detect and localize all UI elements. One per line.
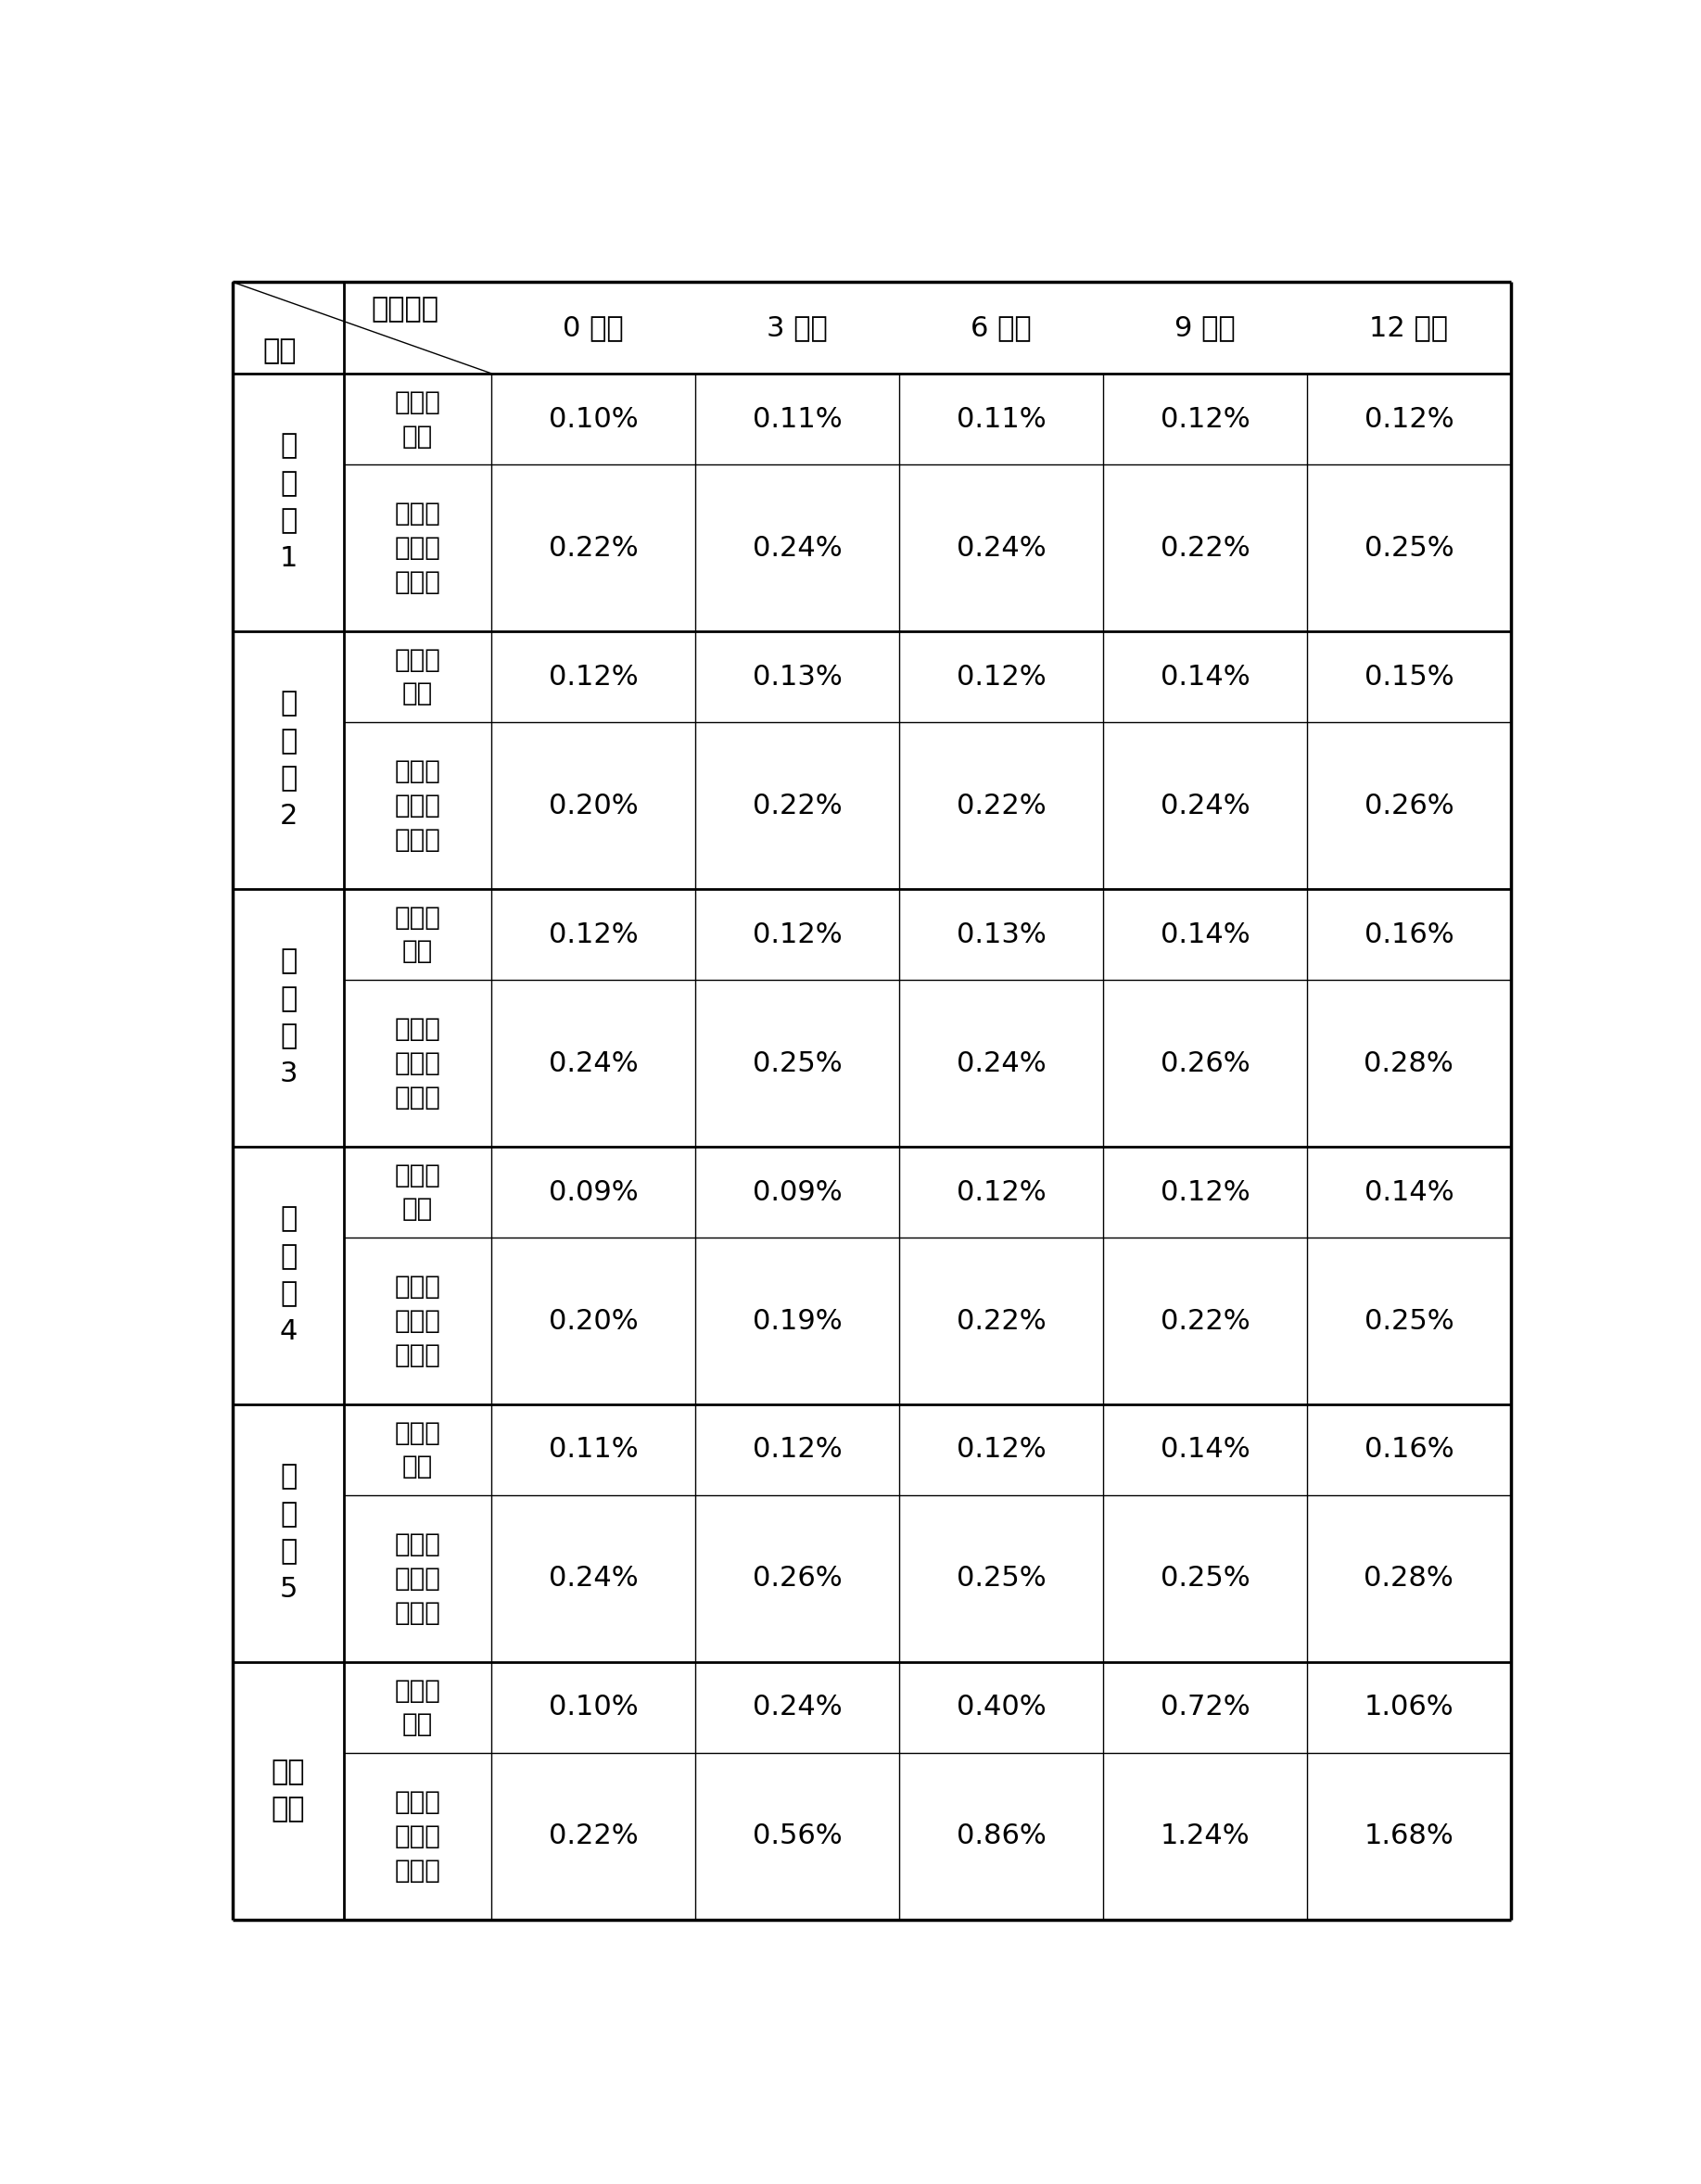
Text: 0.26%: 0.26% [752,1566,842,1592]
Text: 3 个月: 3 个月 [767,314,828,341]
Text: 氯吡格
雷左旋
异构体: 氯吡格 雷左旋 异构体 [395,1016,441,1109]
Text: 0.16%: 0.16% [1364,1437,1454,1463]
Text: 0.12%: 0.12% [1160,1179,1250,1206]
Text: 氯吡格
雷左旋
异构体: 氯吡格 雷左旋 异构体 [395,500,441,594]
Text: 0.10%: 0.10% [548,1695,638,1721]
Text: 6 个月: 6 个月 [971,314,1031,341]
Text: 氯吡格
雷酸: 氯吡格 雷酸 [395,1162,441,1223]
Text: 氯吡格
雷左旋
异构体: 氯吡格 雷左旋 异构体 [395,758,441,852]
Text: 0.26%: 0.26% [1160,1051,1250,1077]
Text: 1.68%: 1.68% [1364,1824,1454,1850]
Text: 实
施
例
4: 实 施 例 4 [279,1206,298,1345]
Text: 氯吡格
雷酸: 氯吡格 雷酸 [395,646,441,708]
Text: 0.19%: 0.19% [752,1308,842,1334]
Text: 0.15%: 0.15% [1364,664,1454,690]
Text: 氯吡格
雷左旋
异构体: 氯吡格 雷左旋 异构体 [395,1273,441,1367]
Text: 0.20%: 0.20% [548,1308,638,1334]
Text: 0.12%: 0.12% [956,1179,1046,1206]
Text: 0.25%: 0.25% [752,1051,842,1077]
Text: 0.25%: 0.25% [1160,1566,1250,1592]
Text: 氯吡格
雷酸: 氯吡格 雷酸 [395,389,441,450]
Text: 0.86%: 0.86% [956,1824,1046,1850]
Text: 0.22%: 0.22% [956,1308,1046,1334]
Text: 氯吡格
雷左旋
异构体: 氯吡格 雷左旋 异构体 [395,1531,441,1625]
Text: 9 个月: 9 个月 [1175,314,1235,341]
Text: 0.09%: 0.09% [548,1179,638,1206]
Text: 0.24%: 0.24% [956,1051,1046,1077]
Text: 0.11%: 0.11% [752,406,842,432]
Text: 氯吡格
雷酸: 氯吡格 雷酸 [395,1420,441,1481]
Text: 0.40%: 0.40% [956,1695,1046,1721]
Text: 0.14%: 0.14% [1364,1179,1454,1206]
Text: 0.24%: 0.24% [752,1695,842,1721]
Text: 实
施
例
5: 实 施 例 5 [279,1463,298,1603]
Text: 项目: 项目 [262,336,296,365]
Text: 0.24%: 0.24% [956,535,1046,561]
Text: 0.12%: 0.12% [956,1437,1046,1463]
Text: 实
施
例
3: 实 施 例 3 [279,948,298,1088]
Text: 0.72%: 0.72% [1160,1695,1250,1721]
Text: 0.12%: 0.12% [956,664,1046,690]
Text: 0.12%: 0.12% [548,922,638,948]
Text: 0.24%: 0.24% [1160,793,1250,819]
Text: 0.22%: 0.22% [752,793,842,819]
Text: 0.16%: 0.16% [1364,922,1454,948]
Text: 0.25%: 0.25% [1364,1308,1454,1334]
Text: 0.14%: 0.14% [1160,922,1250,948]
Text: 0.22%: 0.22% [548,1824,638,1850]
Text: 0.24%: 0.24% [548,1566,638,1592]
Text: 0.12%: 0.12% [1160,406,1250,432]
Text: 1.24%: 1.24% [1160,1824,1250,1850]
Text: 氯吡格
雷左旋
异构体: 氯吡格 雷左旋 异构体 [395,1789,441,1883]
Text: 0.13%: 0.13% [956,922,1046,948]
Text: 实
施
例
1: 实 施 例 1 [279,432,298,572]
Text: 0.22%: 0.22% [548,535,638,561]
Text: 0.24%: 0.24% [752,535,842,561]
Text: 0.28%: 0.28% [1364,1051,1454,1077]
Text: 对照
样品: 对照 样品 [272,1758,306,1824]
Text: 12 个月: 12 个月 [1369,314,1448,341]
Text: 0.09%: 0.09% [752,1179,842,1206]
Text: 0.25%: 0.25% [1364,535,1454,561]
Text: 0.12%: 0.12% [752,922,842,948]
Text: 氯吡格
雷酸: 氯吡格 雷酸 [395,904,441,965]
Text: 0.12%: 0.12% [1364,406,1454,432]
Text: 0.25%: 0.25% [956,1566,1046,1592]
Text: 1.06%: 1.06% [1364,1695,1454,1721]
Text: 0.22%: 0.22% [1160,1308,1250,1334]
Text: 0.13%: 0.13% [752,664,842,690]
Text: 放置时间: 放置时间 [371,297,439,323]
Text: 实
施
例
2: 实 施 例 2 [279,690,298,830]
Text: 0.11%: 0.11% [956,406,1046,432]
Text: 0.24%: 0.24% [548,1051,638,1077]
Text: 0.14%: 0.14% [1160,664,1250,690]
Text: 氯吡格
雷酸: 氯吡格 雷酸 [395,1677,441,1738]
Text: 0.11%: 0.11% [548,1437,638,1463]
Text: 0.14%: 0.14% [1160,1437,1250,1463]
Text: 0.12%: 0.12% [752,1437,842,1463]
Text: 0.12%: 0.12% [548,664,638,690]
Text: 0.10%: 0.10% [548,406,638,432]
Text: 0.20%: 0.20% [548,793,638,819]
Text: 0.26%: 0.26% [1364,793,1454,819]
Text: 0.28%: 0.28% [1364,1566,1454,1592]
Text: 0.56%: 0.56% [752,1824,842,1850]
Text: 0 个月: 0 个月 [563,314,624,341]
Text: 0.22%: 0.22% [956,793,1046,819]
Text: 0.22%: 0.22% [1160,535,1250,561]
